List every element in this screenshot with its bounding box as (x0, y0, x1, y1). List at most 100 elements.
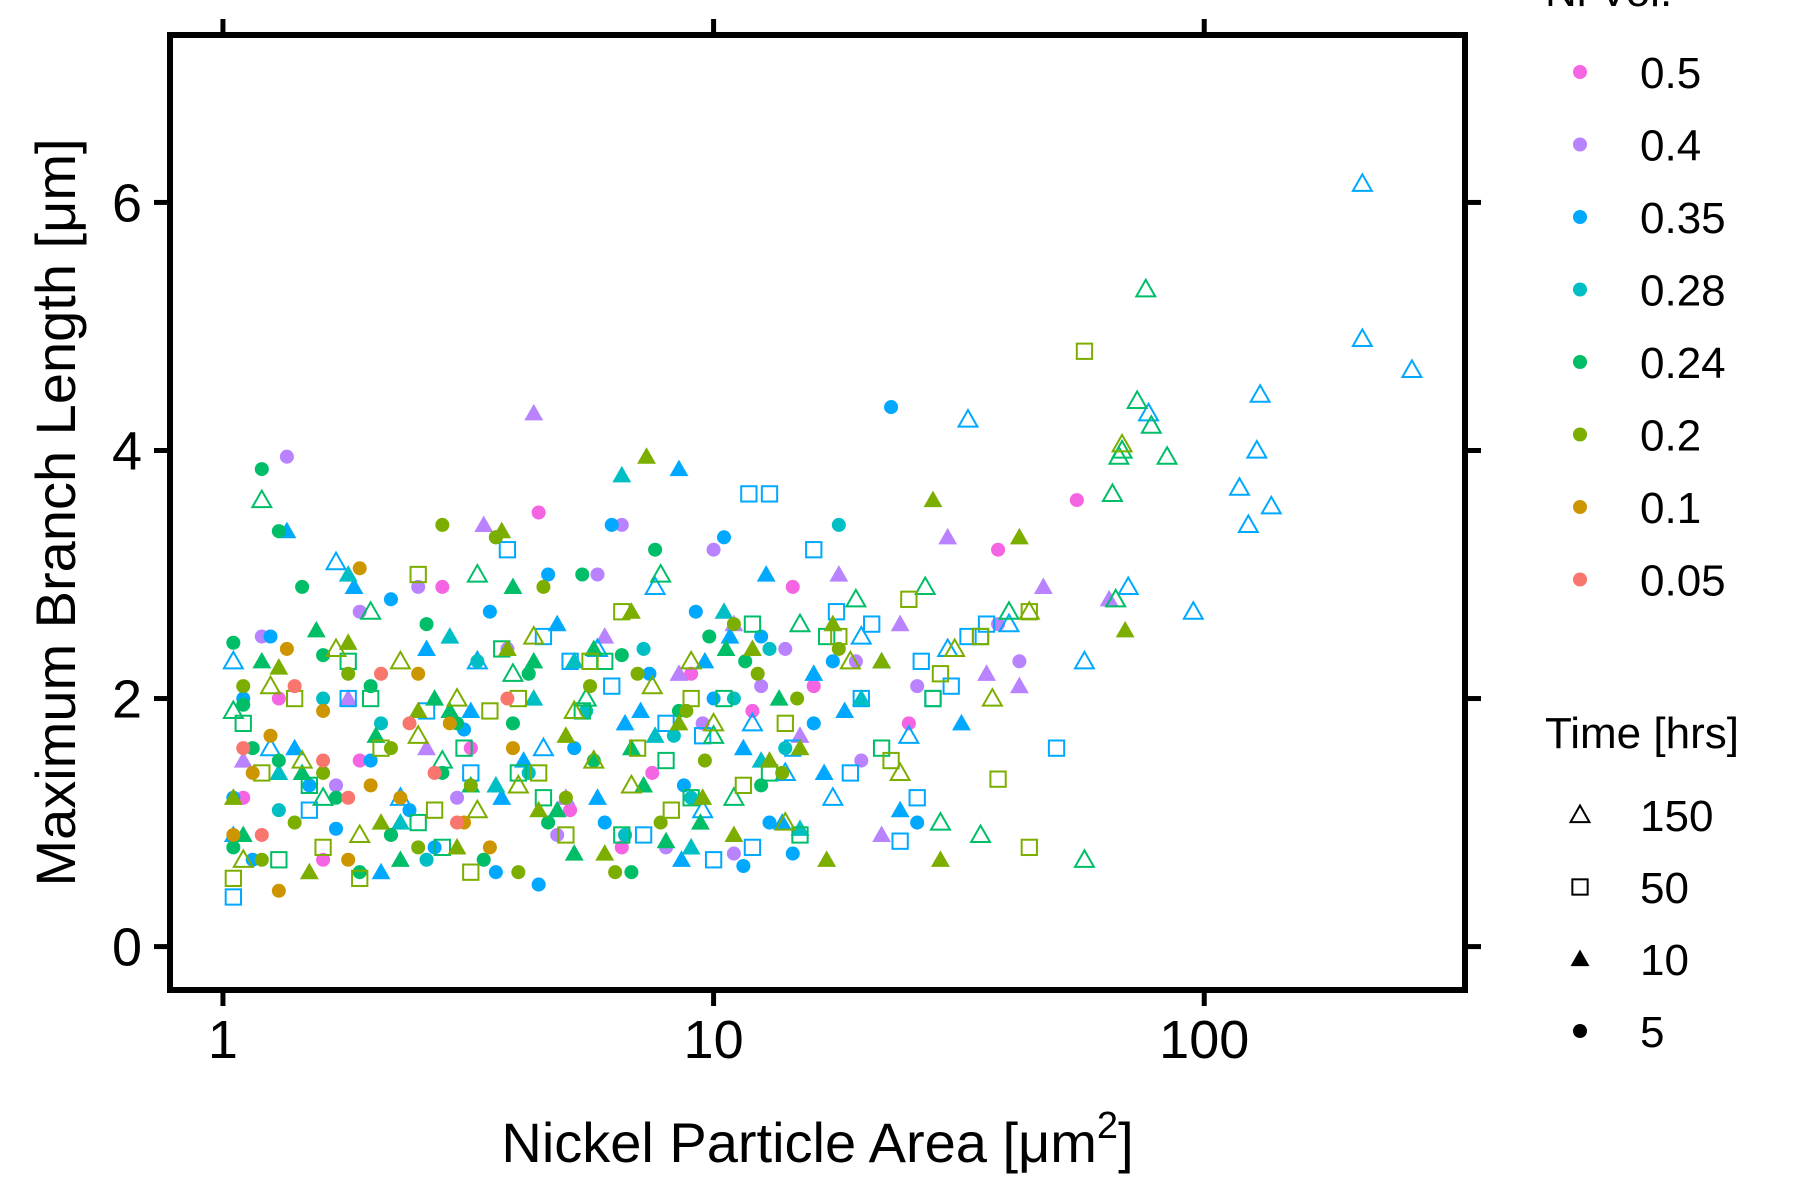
data-point (684, 666, 699, 681)
data-point (1099, 589, 1119, 607)
data-point (505, 716, 520, 731)
data-point (408, 701, 428, 719)
data-point (371, 813, 391, 830)
legend-label: 0.2 (1640, 412, 1701, 461)
data-point (1101, 482, 1124, 502)
data-point (1012, 654, 1027, 669)
data-point (492, 788, 512, 805)
data-point (754, 629, 769, 644)
data-point (991, 542, 1006, 557)
data-point (431, 749, 454, 769)
data-point (269, 658, 289, 675)
data-point (514, 751, 534, 768)
legend-swatch (1572, 64, 1588, 80)
data-point (402, 803, 417, 818)
data-point (844, 587, 868, 608)
legend-label: 10 (1640, 936, 1689, 985)
data-point (671, 850, 691, 867)
data-point (997, 600, 1021, 620)
data-point (226, 635, 241, 650)
data-point (785, 846, 800, 861)
data-point (328, 790, 344, 805)
data-point (529, 764, 548, 782)
data-point (338, 689, 358, 706)
data-point (366, 726, 386, 743)
data-point (482, 840, 497, 855)
data-point (645, 726, 665, 743)
data-point (743, 838, 762, 857)
data-point (287, 679, 302, 694)
data-point (830, 627, 848, 646)
data-point (302, 778, 317, 793)
data-point (547, 800, 567, 818)
data-point (532, 736, 555, 757)
data-point (676, 778, 691, 793)
data-point (575, 567, 590, 582)
data-point (433, 838, 451, 857)
data-point (447, 837, 467, 855)
data-point (501, 662, 525, 682)
data-point (656, 831, 676, 849)
data-point (419, 617, 434, 632)
data-point (762, 641, 777, 656)
data-point (425, 689, 445, 706)
data-point (1009, 527, 1029, 545)
data-point (760, 751, 779, 768)
data-point (776, 714, 794, 732)
data-point (300, 776, 318, 795)
data-point (817, 850, 837, 867)
data-point (285, 689, 304, 708)
data-point (524, 651, 544, 669)
x-tick-label: 100 (1159, 1010, 1249, 1070)
data-point (743, 615, 762, 633)
data-point (736, 858, 751, 873)
series-nivol-0_2-time-150 (232, 432, 1134, 868)
data-point (557, 826, 575, 844)
data-point (620, 773, 643, 794)
data-point (1069, 493, 1084, 508)
data-point (503, 577, 523, 595)
series-nivol-0_24-time-50 (234, 615, 990, 869)
data-point (440, 701, 460, 719)
data-point (1033, 577, 1053, 595)
data-point (628, 739, 647, 757)
data-point (531, 505, 546, 520)
data-point (595, 844, 615, 861)
data-point (588, 788, 607, 805)
data-point (222, 699, 245, 720)
data-point (563, 803, 578, 818)
data-point (778, 741, 793, 756)
data-point (1134, 277, 1157, 298)
data-point (679, 649, 703, 670)
legend-label: 0.28 (1640, 267, 1726, 316)
data-point (956, 408, 980, 428)
data-point (775, 765, 790, 780)
data-point (693, 788, 713, 805)
data-point (417, 639, 436, 657)
data-point (645, 765, 660, 780)
data-point (943, 637, 966, 658)
data-point (636, 641, 651, 656)
data-point (505, 741, 520, 756)
series-nivol-0_2-time-5 (236, 517, 846, 880)
data-point (409, 813, 427, 832)
legend-swatch (1572, 499, 1588, 515)
data-point (997, 612, 1021, 633)
data-point (891, 832, 909, 850)
data-point (872, 825, 892, 843)
data-point (348, 823, 371, 844)
data-point (872, 739, 891, 757)
data-point (1260, 494, 1283, 515)
data-point (419, 852, 434, 867)
data-point (989, 770, 1007, 788)
data-point (582, 749, 605, 769)
data-point (702, 724, 725, 744)
data-point (637, 447, 656, 464)
data-point (1351, 172, 1374, 192)
data-point (223, 788, 243, 805)
series-nivol-0_35-time-5 (226, 400, 925, 892)
data-point (341, 666, 356, 681)
data-point (470, 654, 485, 669)
data-point (287, 815, 302, 830)
